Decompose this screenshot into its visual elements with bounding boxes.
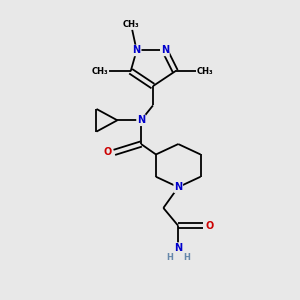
Text: CH₃: CH₃	[122, 20, 139, 29]
Text: CH₃: CH₃	[92, 67, 108, 76]
Text: CH₃: CH₃	[197, 67, 213, 76]
Text: H: H	[183, 253, 190, 262]
Text: N: N	[174, 182, 182, 192]
Text: O: O	[206, 221, 214, 231]
Text: N: N	[161, 45, 169, 56]
Text: N: N	[133, 45, 141, 56]
Text: H: H	[167, 253, 173, 262]
Text: O: O	[104, 147, 112, 158]
Text: N: N	[174, 243, 182, 253]
Text: N: N	[137, 115, 145, 125]
